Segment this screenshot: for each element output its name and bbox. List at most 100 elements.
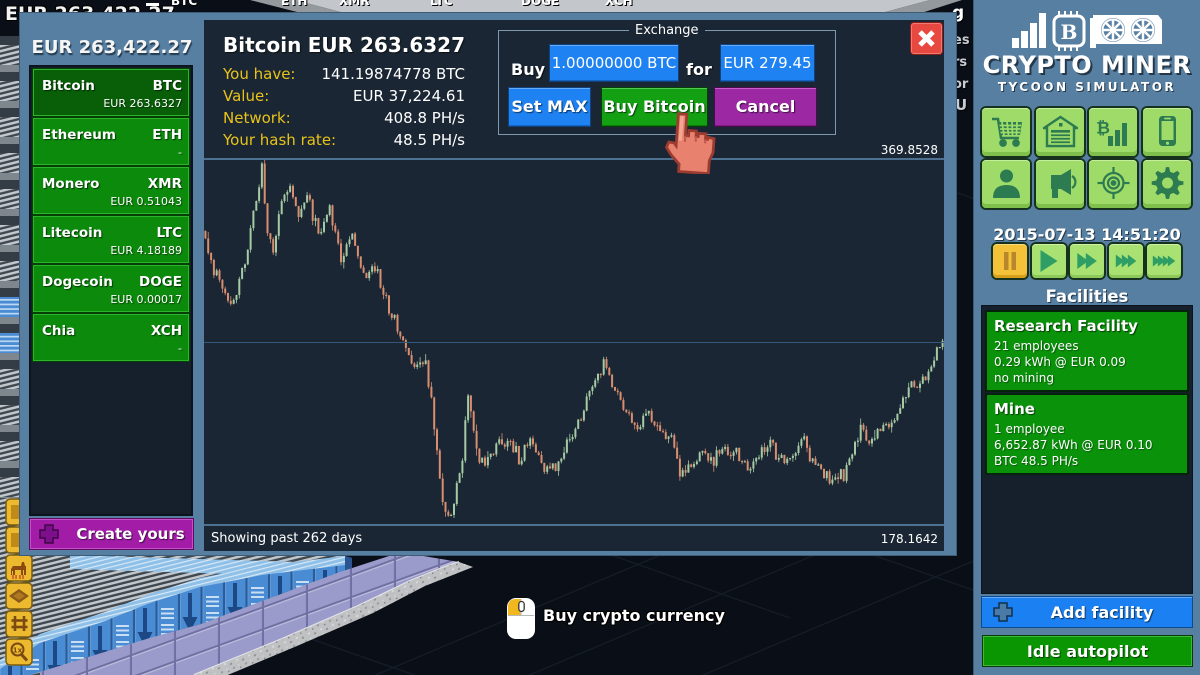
toolbar-button-terrain xyxy=(5,582,33,610)
menu-button-garage[interactable] xyxy=(1035,108,1084,156)
cancel-button[interactable]: Cancel xyxy=(715,88,816,126)
ticker-btc: BTC xyxy=(171,0,198,8)
marketing-icon xyxy=(1050,169,1077,198)
idle-autopilot-label: Idle autopilot xyxy=(1026,642,1149,661)
currency-price: EUR 263.6327 xyxy=(103,97,182,110)
settings-icon xyxy=(1151,167,1184,199)
facility-detail: BTC 48.5 PH/s xyxy=(994,454,1079,468)
left-rack-stack xyxy=(0,36,22,504)
info-row: Value: EUR 37,224.61 xyxy=(223,87,465,105)
mouse-icon xyxy=(507,598,535,639)
chart-max-label: 369.8528 xyxy=(880,143,938,157)
price-chart xyxy=(204,158,944,524)
currency-name: Ethereum xyxy=(42,127,116,143)
menu-button-settings[interactable] xyxy=(1143,160,1192,208)
phone-icon xyxy=(1159,116,1177,146)
currency-button-doge[interactable]: Dogecoin DOGE EUR 0.00017 xyxy=(33,265,189,312)
play-icon xyxy=(1040,250,1057,272)
speed-button-faster[interactable] xyxy=(1108,244,1143,278)
cost-input[interactable] xyxy=(721,45,814,81)
currency-name: Monero xyxy=(42,176,100,192)
chart-status-bar: Showing past 262 days 178.1642 xyxy=(204,524,944,551)
currency-symbol: XMR xyxy=(147,176,182,192)
info-row: Your hash rate: 48.5 PH/s xyxy=(223,131,465,149)
amount-input[interactable] xyxy=(550,45,678,81)
add-facility-button[interactable]: Add facility xyxy=(982,597,1192,627)
currency-button-xch[interactable]: Chia XCH - xyxy=(33,314,189,361)
currency-name: Bitcoin xyxy=(42,78,95,94)
ticker-ltc: LTC xyxy=(430,0,453,8)
facilities-title: Facilities xyxy=(1045,287,1129,306)
dialog-content: Bitcoin EUR 263.6327 You have: 141.19874… xyxy=(204,20,944,551)
facilities-list: Research Facility 21 employees 0.29 kWh @ … xyxy=(982,306,1192,593)
idle-autopilot-button[interactable]: Idle autopilot xyxy=(983,636,1192,666)
game-logo-subtitle: TYCOON SIMULATOR xyxy=(997,80,1177,94)
create-yours-label: Create yours xyxy=(76,525,185,543)
bars-icon xyxy=(1012,13,1046,48)
speed-button-pause[interactable] xyxy=(993,244,1027,278)
close-icon xyxy=(918,30,935,47)
garage-icon xyxy=(1042,115,1078,148)
facility-name: Research Facility xyxy=(994,317,1138,335)
speed-button-play[interactable] xyxy=(1031,244,1066,278)
currency-symbol: DOGE xyxy=(139,274,182,290)
currency-button-eth[interactable]: Ethereum ETH - xyxy=(33,118,189,165)
close-button[interactable] xyxy=(911,23,942,54)
menu-button-market[interactable]: ₿ xyxy=(1089,108,1138,156)
speed-button-fastest[interactable] xyxy=(1147,244,1181,278)
currency-button-xmr[interactable]: Monero XMR EUR 0.51043 xyxy=(33,167,189,214)
svg-text:₿: ₿ xyxy=(1096,119,1110,138)
hud-fragment: or xyxy=(953,77,969,92)
facility-card[interactable]: Mine 1 employee 6,652.87 kWh @ EUR 0.10 BTC… xyxy=(987,395,1187,473)
gpu-icon xyxy=(1090,15,1162,48)
for-label: for xyxy=(686,60,712,79)
chip-icon: B xyxy=(1052,11,1086,51)
info-label: Network: xyxy=(223,109,291,127)
plus-icon xyxy=(39,524,59,544)
roof-band xyxy=(250,0,962,14)
logo-icon: B xyxy=(1012,11,1162,51)
target-icon xyxy=(1097,167,1130,199)
currency-symbol: XCH xyxy=(150,323,182,339)
info-row: Network: 408.8 PH/s xyxy=(223,109,465,127)
menu-button-target[interactable] xyxy=(1089,160,1138,208)
menu-button-cart[interactable] xyxy=(982,108,1030,156)
ticker-doge: DOGE xyxy=(521,0,560,8)
hud-dash xyxy=(146,3,159,6)
game-logo-title: CRYPTO MINER xyxy=(982,51,1192,79)
dialog-balance: EUR 263,422.27 xyxy=(31,37,193,58)
game-datetime: 2015-07-13 14:51:20 xyxy=(993,225,1181,244)
facility-detail: no mining xyxy=(994,371,1054,385)
buy-label: Buy xyxy=(511,60,546,79)
facility-detail: 6,652.87 kWh @ EUR 0.10 xyxy=(994,438,1153,452)
plus-icon xyxy=(993,602,1013,622)
hud-fragment: es xyxy=(953,33,970,48)
currency-price: EUR 0.51043 xyxy=(110,195,182,208)
create-yours-button[interactable]: Create yours xyxy=(30,519,193,549)
pause-icon xyxy=(1004,252,1016,270)
currency-list: Bitcoin BTC EUR 263.6327 Ethereum ETH - Monero… xyxy=(31,67,191,514)
currency-name: Dogecoin xyxy=(42,274,113,290)
hud-fragment: rs xyxy=(953,55,968,70)
currency-symbol: ETH xyxy=(152,127,182,143)
info-value: 141.19874778 BTC xyxy=(321,65,465,83)
set-max-button[interactable]: Set MAX xyxy=(509,88,590,126)
speed-button-fast[interactable] xyxy=(1070,244,1104,278)
buy-bitcoin-button[interactable]: Buy Bitcoin xyxy=(602,88,707,126)
facility-name: Mine xyxy=(994,400,1035,418)
toolbar-button-animal xyxy=(5,554,33,582)
facility-card[interactable]: Research Facility 21 employees 0.29 kWh @ … xyxy=(987,312,1187,390)
info-value: EUR 37,224.61 xyxy=(353,87,465,105)
info-label: Your hash rate: xyxy=(223,131,337,149)
action-hint: Buy crypto currency xyxy=(506,597,725,644)
currency-button-btc[interactable]: Bitcoin BTC EUR 263.6327 xyxy=(33,69,189,116)
menu-button-staff[interactable] xyxy=(982,160,1030,208)
left-toolbar[interactable]: 1x xyxy=(5,498,33,666)
menu-button-phone[interactable] xyxy=(1143,108,1192,156)
menu-button-marketing[interactable] xyxy=(1035,160,1084,208)
svg-text:1x: 1x xyxy=(13,647,23,655)
exchange-fieldset: Exchange Buy for Set MAX Buy Bitcoin Can… xyxy=(499,23,835,134)
faster-icon xyxy=(1115,254,1136,268)
currency-button-ltc[interactable]: Litecoin LTC EUR 4.18189 xyxy=(33,216,189,263)
